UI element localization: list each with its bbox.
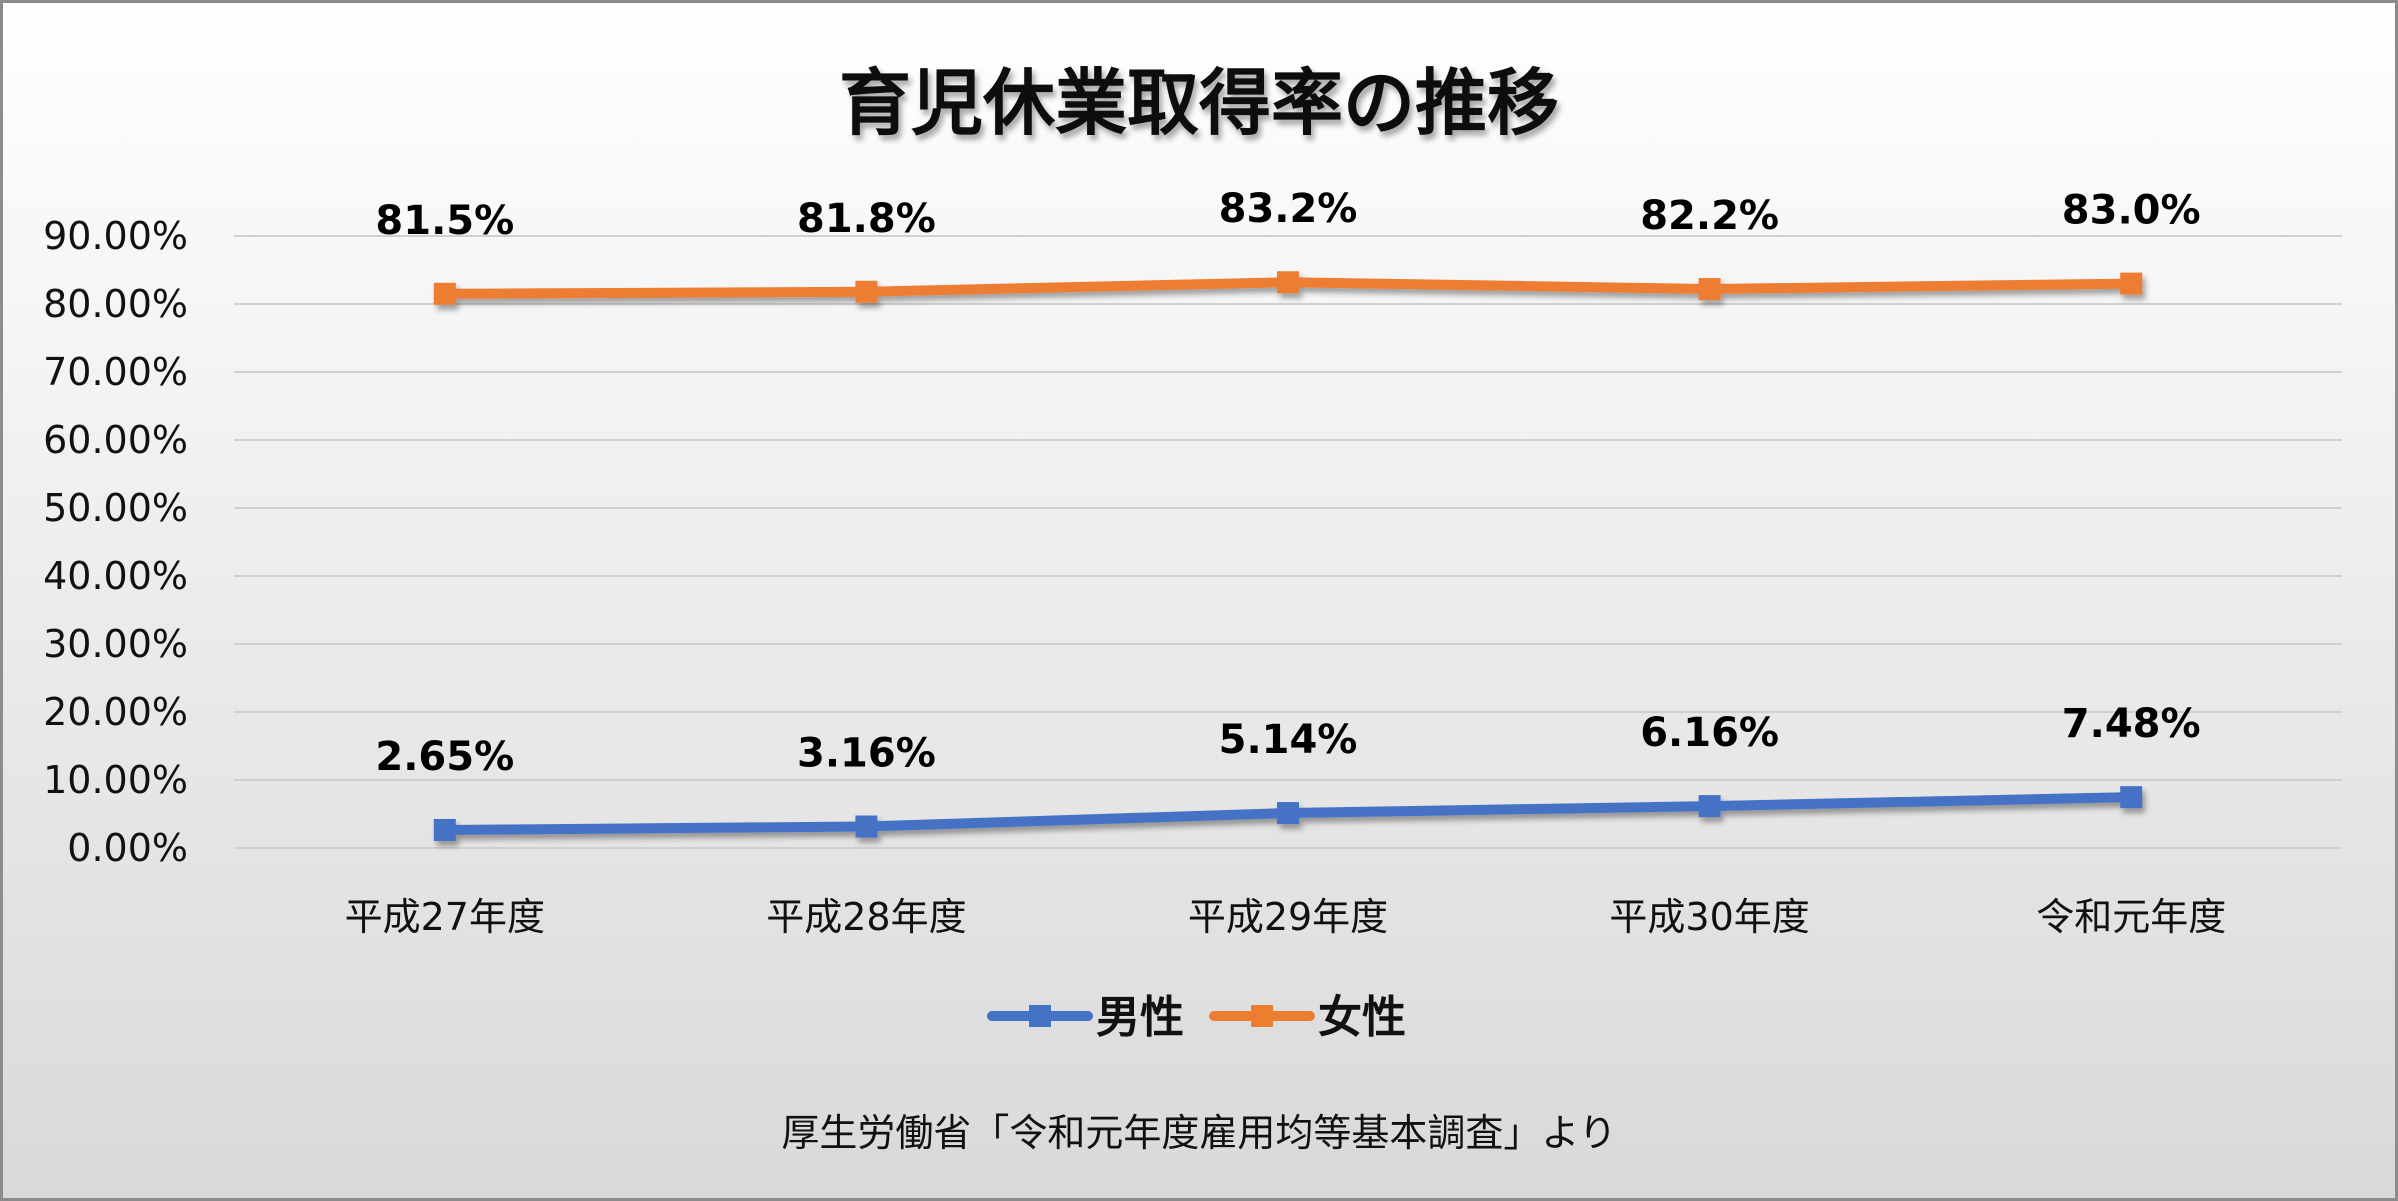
data-label: 83.2% bbox=[1219, 186, 1358, 232]
data-label: 81.5% bbox=[375, 198, 514, 244]
y-tick-label: 40.00% bbox=[43, 554, 188, 598]
x-tick-label: 平成29年度 bbox=[1188, 895, 1388, 939]
legend-item-female: 女性 bbox=[1209, 992, 1406, 1043]
legend-swatch-marker bbox=[1251, 1005, 1273, 1027]
legend-label: 女性 bbox=[1318, 992, 1406, 1043]
axes: 0.00% 10.00% 20.00% 30.00% 40.00% 50.00% 60.00… bbox=[43, 214, 2226, 939]
series-male bbox=[433, 786, 2143, 841]
legend-item-male: 男性 bbox=[987, 992, 1184, 1043]
data-point bbox=[433, 818, 456, 841]
chart-texts: 育児休業取得率の推移 厚生労働省「令和元年度雇用均等基本調査」より bbox=[781, 61, 1616, 1155]
data-label: 81.8% bbox=[797, 196, 936, 242]
data-point bbox=[1698, 278, 1721, 301]
data-point bbox=[1277, 271, 1299, 294]
legend-label: 男性 bbox=[1096, 992, 1184, 1043]
data-label: 83.0% bbox=[2062, 188, 2201, 234]
y-tick-label: 0.00% bbox=[67, 826, 188, 870]
data-point bbox=[2120, 272, 2143, 295]
y-tick-label: 20.00% bbox=[43, 690, 188, 734]
data-point bbox=[2120, 786, 2143, 809]
data-point bbox=[1277, 802, 1299, 825]
y-tick-label: 10.00% bbox=[43, 758, 188, 802]
data-labels: 2.65% 3.16% 5.14% 6.16% 7.48% 81.5% 81.8% 83.2%… bbox=[375, 186, 2200, 780]
series-female bbox=[433, 271, 2143, 305]
legend: 男性 女性 bbox=[987, 992, 1406, 1043]
data-label: 3.16% bbox=[797, 731, 936, 777]
y-tick-label: 80.00% bbox=[43, 282, 188, 326]
data-point bbox=[855, 280, 878, 303]
data-label: 5.14% bbox=[1219, 717, 1358, 763]
data-label: 7.48% bbox=[2062, 701, 2201, 747]
data-label: 82.2% bbox=[1640, 193, 1779, 239]
y-tick-label: 60.00% bbox=[43, 418, 188, 462]
x-tick-label: 平成28年度 bbox=[766, 895, 966, 939]
data-point bbox=[1698, 795, 1721, 818]
y-tick-label: 70.00% bbox=[43, 350, 188, 394]
x-tick-label: 平成27年度 bbox=[345, 895, 545, 939]
data-label: 6.16% bbox=[1640, 710, 1779, 756]
legend-swatch-marker bbox=[1029, 1005, 1051, 1027]
gridlines bbox=[234, 235, 2342, 849]
data-label: 2.65% bbox=[375, 734, 514, 780]
data-point bbox=[433, 282, 456, 305]
data-point bbox=[855, 815, 878, 838]
y-tick-label: 90.00% bbox=[43, 214, 188, 258]
y-tick-label: 50.00% bbox=[43, 486, 188, 530]
y-tick-label: 30.00% bbox=[43, 622, 188, 666]
chart-title: 育児休業取得率の推移 bbox=[839, 61, 1559, 145]
source-note: 厚生労働省「令和元年度雇用均等基本調査」より bbox=[781, 1111, 1616, 1155]
series bbox=[433, 271, 2143, 841]
x-tick-label: 平成30年度 bbox=[1609, 895, 1809, 939]
x-tick-label: 令和元年度 bbox=[2036, 895, 2226, 939]
